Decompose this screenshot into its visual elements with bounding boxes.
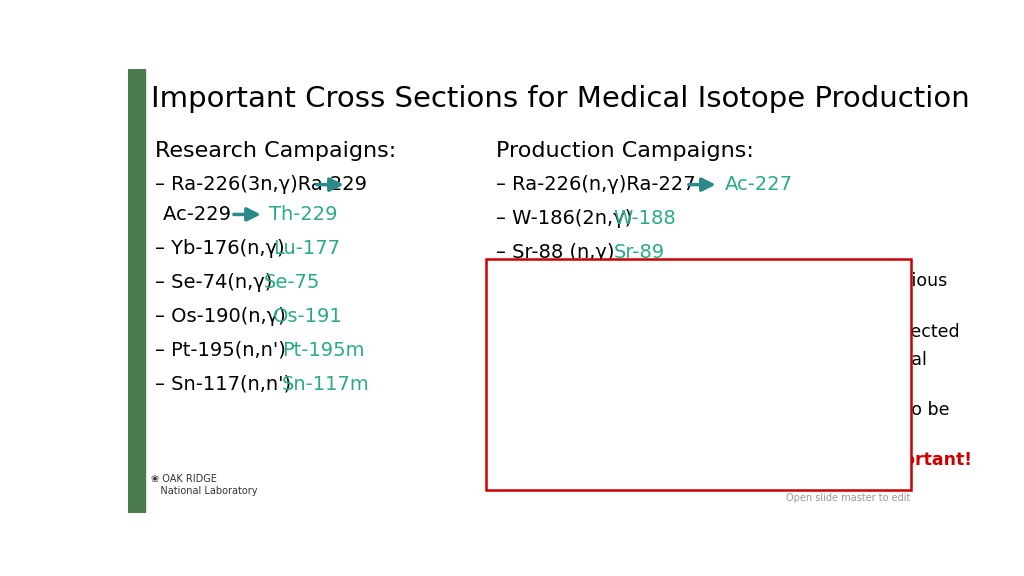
- Text: Ba-133: Ba-133: [613, 277, 683, 296]
- Text: Neutron induced gamma emission needs to be: Neutron induced gamma emission needs to …: [541, 401, 950, 419]
- Text: – Sr-88 (n,γ): – Sr-88 (n,γ): [496, 243, 614, 262]
- Text: – Ba-132(n,γ): – Ba-132(n,γ): [496, 277, 627, 296]
- Text: – Ra-226(n,γ)Ra-227: – Ra-226(n,γ)Ra-227: [496, 175, 709, 194]
- Text: •: •: [498, 272, 508, 290]
- Text: – Ra-226(3n,γ)Ra-229: – Ra-226(3n,γ)Ra-229: [155, 175, 374, 194]
- Text: Research Campaigns:: Research Campaigns:: [155, 142, 396, 161]
- Text: Sr-89: Sr-89: [613, 243, 665, 262]
- Text: – Pt-195(n,n'): – Pt-195(n,n'): [155, 341, 286, 360]
- Text: Greatly impacts target loading and approval: Greatly impacts target loading and appro…: [541, 351, 927, 369]
- Text: Important Cross Sections for Medical Isotope Production: Important Cross Sections for Medical Iso…: [152, 85, 970, 113]
- Text: Local heating rates can be significantly affected: Local heating rates can be significantly…: [541, 323, 959, 341]
- Text: process: process: [541, 373, 608, 391]
- Text: Se-75: Se-75: [263, 273, 319, 292]
- Text: Ac-227: Ac-227: [725, 175, 793, 194]
- Text: – Os-190(n,γ): – Os-190(n,γ): [155, 307, 286, 326]
- Text: – W-186(2n,γ): – W-186(2n,γ): [496, 209, 633, 228]
- Text: – Sn-117(n,n'): – Sn-117(n,n'): [155, 374, 291, 393]
- Bar: [128, 69, 145, 513]
- Text: Lu-177: Lu-177: [272, 239, 340, 258]
- Text: Pt-195m: Pt-195m: [282, 341, 365, 360]
- Text: •: •: [524, 401, 535, 416]
- Text: Sn-117m: Sn-117m: [282, 374, 370, 393]
- Bar: [486, 259, 910, 490]
- Text: – Yb-176(n,γ): – Yb-176(n,γ): [155, 239, 285, 258]
- Text: •: •: [524, 351, 535, 366]
- Text: Missing Gamma Production Data (GPD) in Various: Missing Gamma Production Data (GPD) in V…: [515, 272, 947, 290]
- Text: Th-229: Th-229: [269, 205, 338, 224]
- Text: W-188: W-188: [613, 209, 677, 228]
- Text: Ac-229: Ac-229: [163, 205, 244, 224]
- Text: ❀ OAK RIDGE
   National Laboratory: ❀ OAK RIDGE National Laboratory: [152, 474, 258, 496]
- Text: Production Campaigns:: Production Campaigns:: [496, 142, 754, 161]
- Text: •: •: [498, 452, 508, 469]
- Text: Os-191: Os-191: [272, 307, 342, 326]
- Text: Fission cross sections become very important!: Fission cross sections become very impor…: [515, 452, 972, 469]
- Text: understood (n,n' γ) and (n,γ): understood (n,n' γ) and (n,γ): [541, 424, 792, 442]
- Text: – Se-74(n,γ): – Se-74(n,γ): [155, 273, 272, 292]
- Text: •: •: [524, 323, 535, 338]
- Text: Source Libraries: Source Libraries: [515, 295, 656, 313]
- Text: 4: 4: [130, 481, 140, 496]
- Text: Open slide master to edit: Open slide master to edit: [786, 494, 910, 503]
